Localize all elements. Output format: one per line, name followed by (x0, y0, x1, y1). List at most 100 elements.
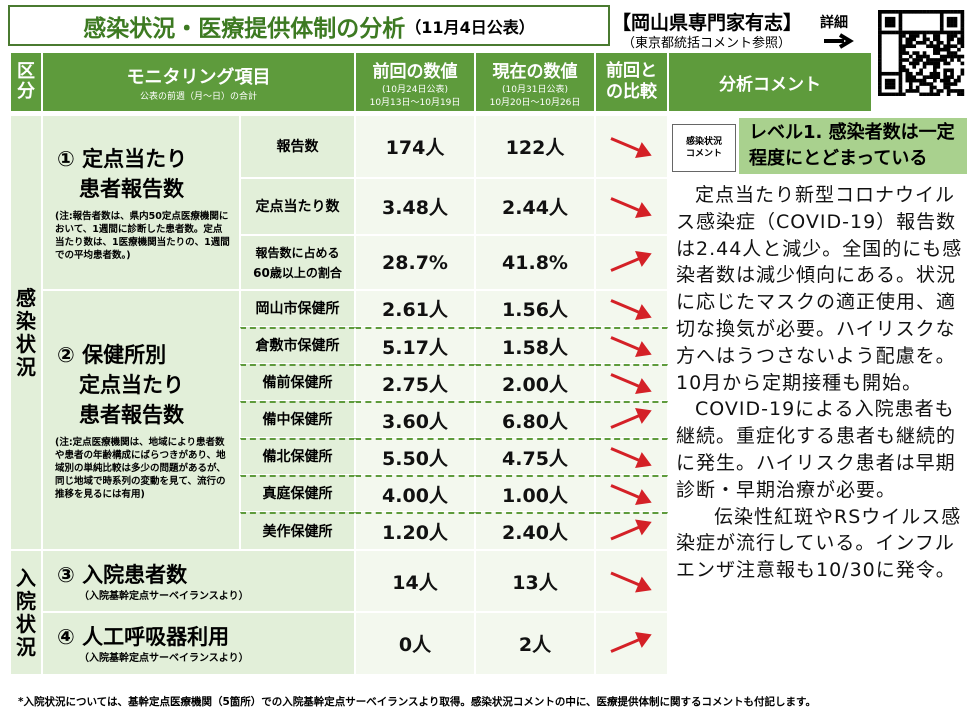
comment-level-box: レベル1. 感染者数は一定程度にとどまっている (738, 117, 968, 175)
qr-module (878, 37, 882, 42)
previous-value: 5.17人 (382, 336, 448, 359)
qr-module (939, 54, 944, 59)
qr-module (953, 54, 958, 59)
qr-module (960, 30, 965, 35)
qr-module (939, 89, 944, 93)
qr-module (946, 61, 951, 66)
qr-module (926, 37, 930, 42)
qr-module (898, 51, 903, 55)
qr-module (946, 51, 951, 55)
qr-module (946, 89, 951, 93)
qr-module (878, 78, 882, 83)
qr-module (957, 54, 961, 59)
qr-module (884, 92, 889, 96)
qr-module (922, 82, 927, 86)
qr-module (939, 30, 944, 35)
qr-module (881, 92, 886, 96)
qr-module (933, 30, 937, 35)
qr-module (946, 54, 951, 59)
qr-module (943, 10, 947, 14)
qr-module (943, 30, 947, 35)
compare-arrow (610, 299, 652, 321)
qr-module (943, 58, 947, 62)
qr-module (878, 10, 882, 14)
qr-module (915, 61, 920, 66)
qr-module (898, 65, 903, 69)
current-value: 2.40人 (502, 522, 568, 544)
qr-module (905, 37, 910, 42)
qr-module (895, 30, 899, 35)
qr-module (933, 51, 937, 55)
qr-module (888, 16, 892, 21)
item: 倉敷市保健所 (255, 338, 340, 354)
qr-module (957, 92, 961, 96)
qr-module (950, 30, 954, 35)
qr-module (939, 23, 944, 28)
qr-module (878, 20, 882, 24)
compare-arrow (610, 250, 652, 272)
current-value: 4.75人 (502, 447, 568, 470)
qr-module (926, 61, 930, 66)
qr-module (878, 71, 882, 76)
qr-module (960, 61, 965, 66)
group-note: (注:報告者数は、県内50定点医療機関において、1週間に診断した患者数。定点当た… (55, 210, 230, 261)
header-item-note: 公表の前週（月～日）の合計 (139, 91, 257, 102)
qr-module (943, 61, 947, 66)
current-value: 2.44人 (502, 197, 568, 219)
qr-module (929, 44, 934, 49)
header-compare: 前回との比較 (595, 52, 668, 112)
previous-value: 5.50人 (382, 447, 448, 470)
comment-paragraph: COVID-19による入院患者も継続。重症化する患者も継続的に発生。ハイリスク患… (676, 398, 957, 501)
qr-module (926, 92, 930, 96)
header-previous-text: 前回の数値 (372, 61, 458, 82)
qr-module (933, 78, 937, 83)
qr-module (929, 92, 934, 96)
qr-module (943, 54, 947, 59)
qr-module (878, 23, 882, 28)
previous-value: 3.48人 (382, 197, 448, 219)
group-cell: ② 保健所別 定点当たり 患者報告数 (注:定点医療機関は、地域により患者数や患者の年… (42, 290, 240, 550)
qr-module (891, 71, 896, 76)
qr-module (919, 68, 923, 73)
current-value: 41.8% (502, 251, 568, 274)
qr-module (915, 10, 920, 14)
qr-module (936, 92, 941, 96)
category-cell: 感染状況 (10, 115, 42, 550)
qr-module (884, 71, 889, 76)
qr-module (936, 40, 941, 45)
qr-module (946, 82, 951, 86)
header-item-text: モニタリング項目 (126, 66, 271, 88)
qr-module (936, 71, 941, 76)
qr-module (922, 34, 927, 38)
previous-cell: 3.48人 (355, 178, 475, 235)
item-cell: 備中保健所 (240, 401, 355, 438)
previous-cell: 174人 (355, 115, 475, 178)
qr-module (898, 82, 903, 86)
qr-module (950, 71, 954, 76)
qr-module (946, 23, 951, 28)
qr-module (929, 82, 934, 86)
previous-cell: 4.00人 (355, 475, 475, 512)
qr-module (943, 75, 947, 79)
qr-module (919, 78, 923, 83)
qr-module (898, 92, 903, 96)
previous-value: 0人 (398, 634, 432, 656)
current-value: 1.58人 (502, 336, 568, 359)
source-note: （東京都統括コメント参照） (622, 36, 792, 51)
qr-module (946, 16, 951, 21)
header-previous-period: 10月13日～10月19日 (369, 97, 461, 108)
group-cell: ③ 入院患者数 （入院基幹定点サーベイランスより） (42, 550, 355, 612)
qr-module (933, 47, 937, 52)
current-value: 1.56人 (502, 299, 568, 321)
qr-code[interactable] (876, 10, 966, 96)
qr-module (933, 61, 937, 66)
qr-module (939, 16, 944, 21)
qr-module (878, 58, 882, 62)
current-cell: 4.75人 (475, 438, 595, 475)
qr-module (950, 54, 954, 59)
comment-paragraph: 定点当たり新型コロナウイルス感染症（COVID-19）報告数は2.44人と減少。… (676, 184, 963, 394)
qr-module (905, 75, 910, 79)
qr-module (946, 20, 951, 24)
qr-module (946, 47, 951, 52)
qr-module (926, 82, 930, 86)
